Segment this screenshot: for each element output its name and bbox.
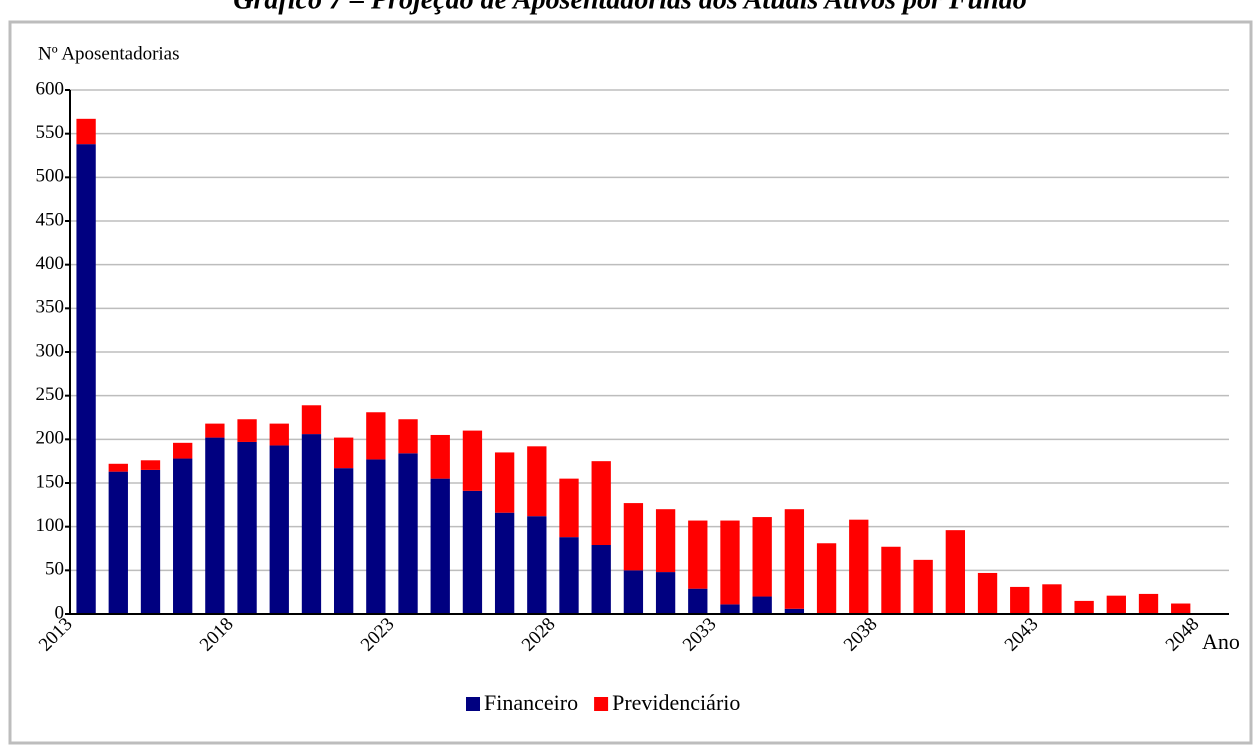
- bar-segment: [237, 419, 257, 442]
- bar-segment: [1106, 595, 1126, 614]
- y-tick-label: 400: [36, 253, 65, 274]
- bar-segment: [720, 520, 740, 605]
- bar-segment: [269, 423, 289, 446]
- bar-segment: [494, 512, 515, 614]
- bar-segment: [205, 437, 225, 614]
- bar-segment: [76, 118, 96, 145]
- y-tick-label: 50: [45, 559, 64, 580]
- bar-segment: [527, 516, 547, 614]
- bar-segment: [559, 537, 579, 614]
- bar-segment: [688, 588, 708, 614]
- y-tick-label: 250: [36, 384, 65, 405]
- bar-segment: [655, 572, 676, 614]
- bar-segment: [333, 437, 354, 469]
- chart-title: Gráfico 7 – Projeção de Aposentadorias d…: [233, 0, 1026, 15]
- bar-segment: [398, 419, 418, 454]
- bar-segment: [1138, 593, 1159, 614]
- bar-segment: [623, 503, 644, 571]
- chart-frame: [8, 20, 1253, 745]
- bar-segment: [784, 608, 805, 614]
- bar-segment: [333, 468, 354, 614]
- bar-segment: [301, 434, 322, 614]
- legend-label: Previdenciário: [612, 690, 740, 715]
- bar-segment: [398, 453, 418, 614]
- bar-segment: [173, 458, 193, 614]
- bar-segment: [527, 446, 547, 517]
- legend-swatch: [594, 697, 609, 711]
- bar-segment: [108, 463, 128, 472]
- legend-label: Financeiro: [484, 690, 578, 715]
- bar-segment: [1171, 603, 1191, 614]
- bar-segment: [591, 461, 611, 546]
- bar-segment: [977, 572, 998, 614]
- y-tick-label: 150: [36, 471, 65, 492]
- bar-segment: [237, 441, 257, 614]
- y-tick-label: 100: [36, 515, 65, 536]
- bar-segment: [76, 144, 96, 614]
- y-tick-label: 500: [36, 166, 65, 187]
- legend-swatch: [466, 697, 480, 711]
- y-tick-label: 550: [36, 122, 65, 143]
- bar-segment: [559, 478, 579, 538]
- bar-segment: [173, 442, 193, 459]
- bar-segment: [881, 546, 901, 614]
- bar-segment: [430, 434, 450, 479]
- bar-segment: [494, 452, 515, 513]
- bar-segment: [430, 478, 450, 614]
- bar-segment: [462, 490, 483, 614]
- y-tick-label: 450: [36, 209, 65, 230]
- y-tick-label: 350: [36, 297, 65, 318]
- bar-segment: [1074, 600, 1094, 614]
- bar-segment: [752, 517, 772, 597]
- bar-segment: [591, 545, 611, 614]
- bar-segment: [108, 471, 128, 614]
- bar-segment: [301, 405, 322, 435]
- bar-segment: [752, 596, 772, 614]
- bar-segment: [688, 520, 708, 589]
- bar-segment: [366, 412, 386, 460]
- bar-segment: [140, 469, 161, 614]
- bar-segment: [655, 509, 676, 573]
- y-tick-label: 200: [36, 428, 65, 449]
- bar-segment: [623, 570, 644, 614]
- bar-segment: [849, 519, 869, 614]
- x-axis-title: Ano: [1202, 629, 1240, 654]
- bar-segment: [205, 423, 225, 438]
- bar-segment: [913, 559, 933, 614]
- y-tick-label: 300: [36, 340, 65, 361]
- y-tick-label: 600: [36, 78, 65, 99]
- y-tick-label: 0: [55, 602, 65, 623]
- bar-segment: [945, 530, 966, 614]
- y-axis-title: Nº Aposentadorias: [38, 43, 180, 64]
- bar-segment: [269, 445, 289, 614]
- bar-segment: [1042, 584, 1062, 614]
- bar-segment: [720, 604, 740, 614]
- bar-segment: [462, 430, 483, 491]
- bar-segment: [140, 460, 161, 470]
- bar-segment: [816, 543, 837, 614]
- bar-segment: [784, 509, 805, 609]
- bar-segment: [1010, 586, 1030, 614]
- bar-segment: [366, 459, 386, 614]
